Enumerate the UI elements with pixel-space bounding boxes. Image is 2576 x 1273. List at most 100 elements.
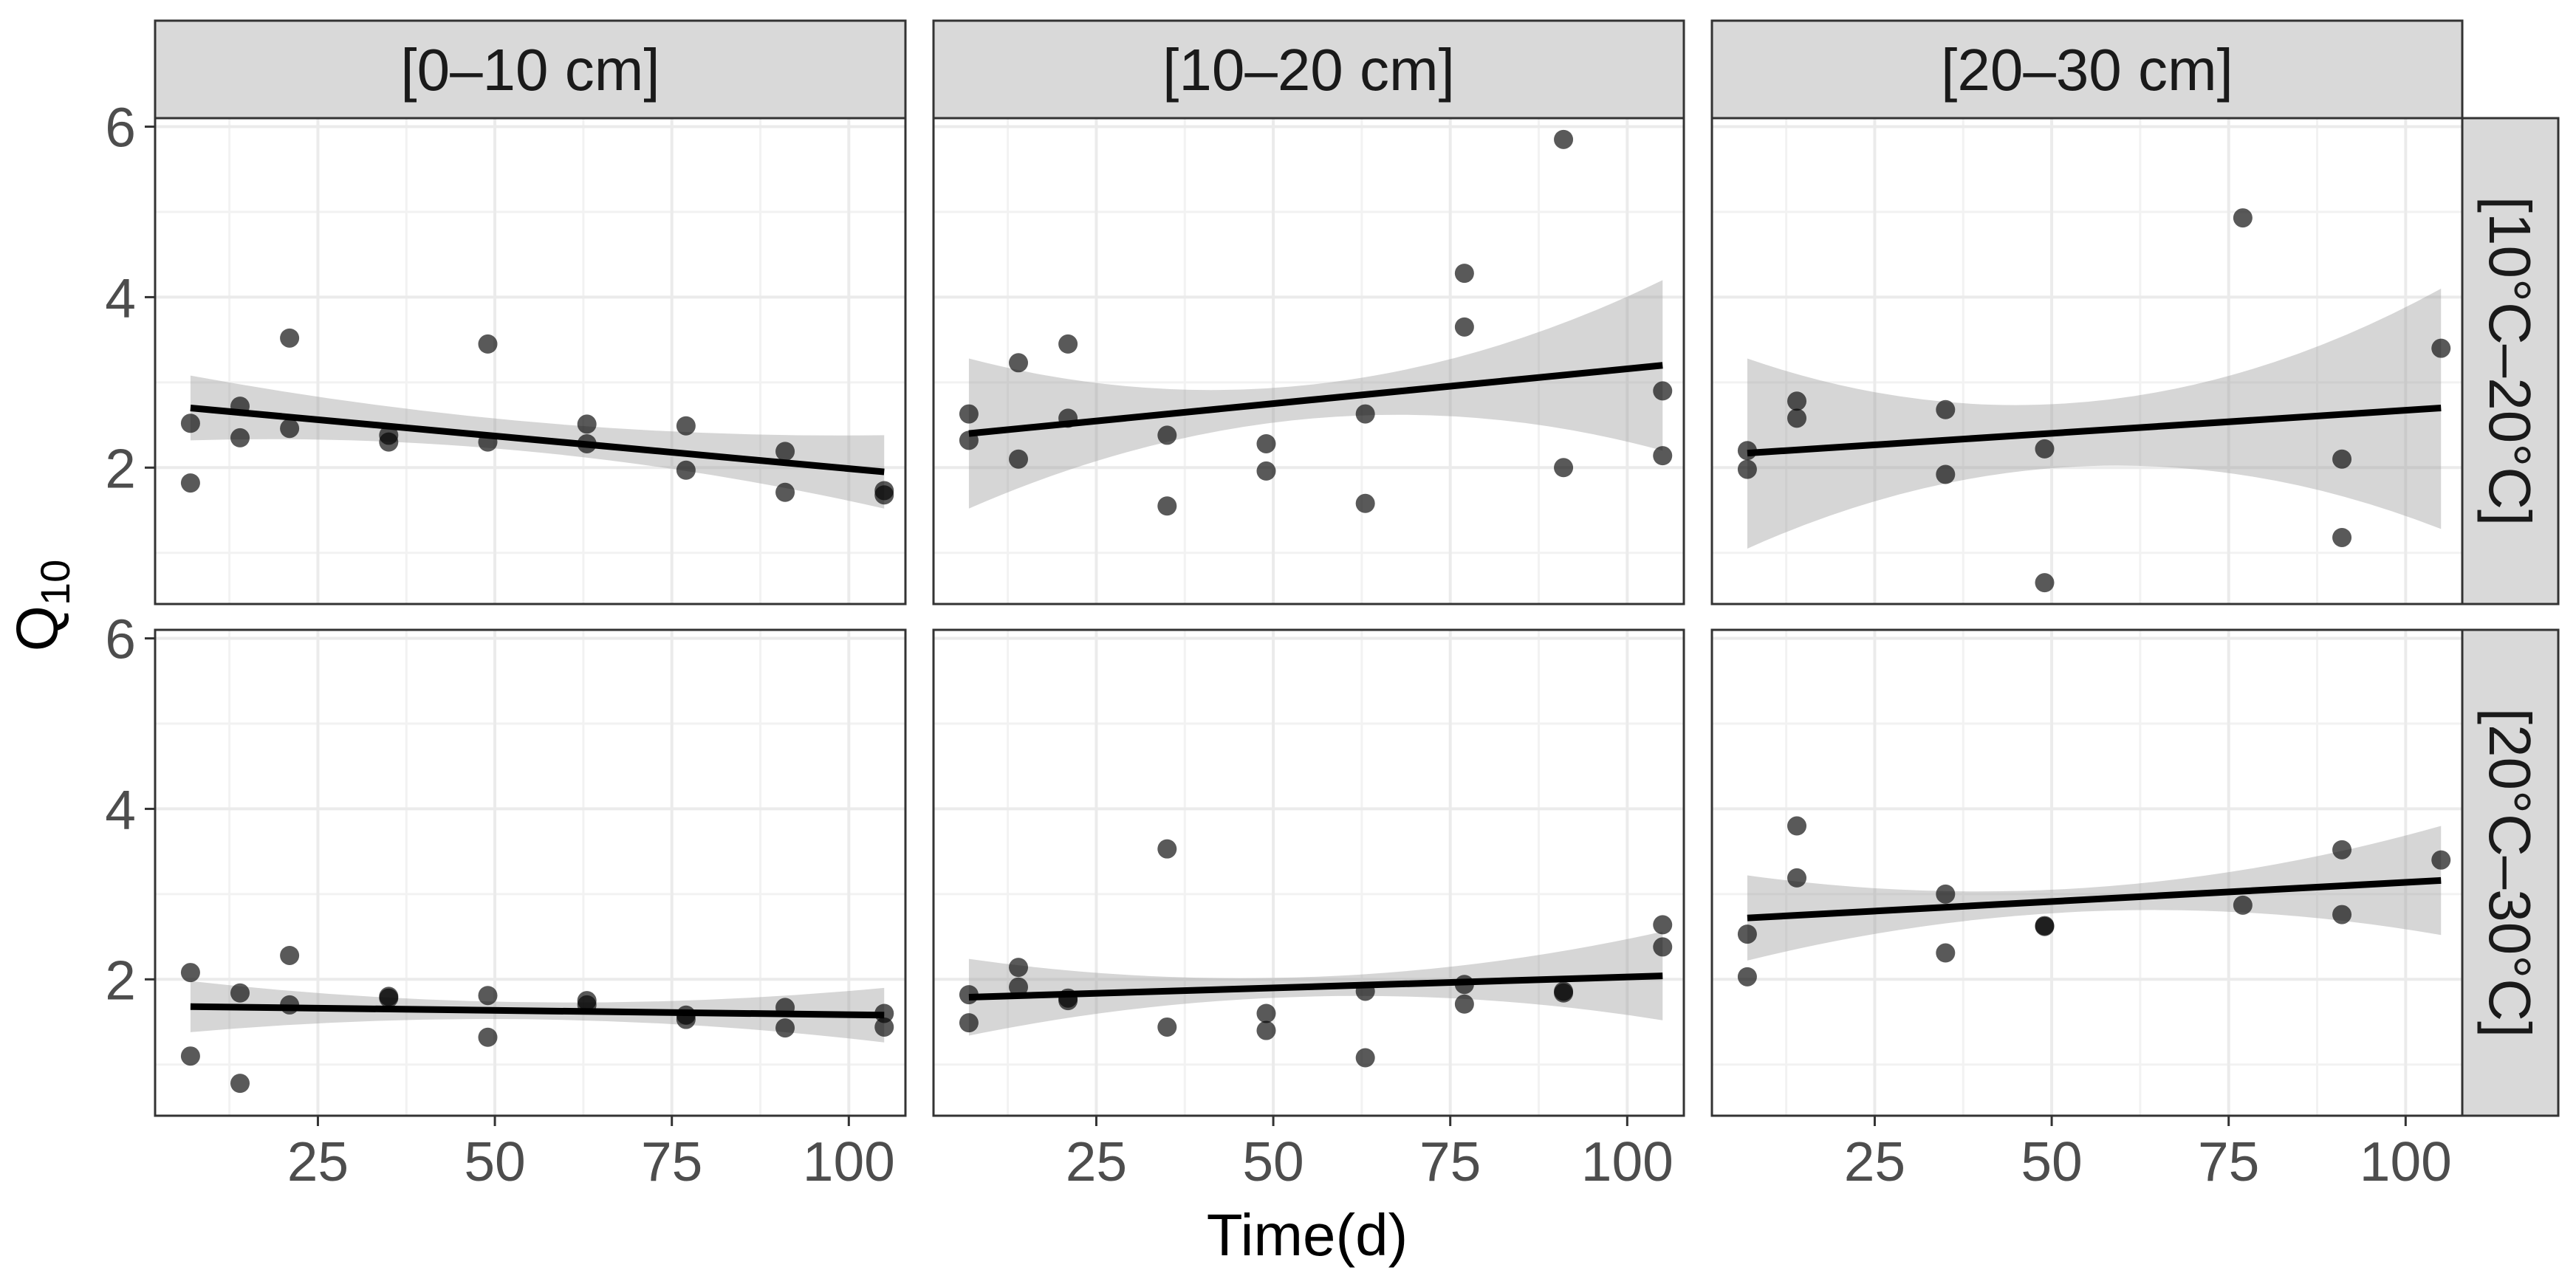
data-point	[379, 432, 399, 452]
data-point	[1157, 425, 1177, 445]
x-tick-label: 50	[464, 1130, 525, 1193]
x-tick-label: 75	[641, 1130, 702, 1193]
data-point	[1454, 264, 1474, 284]
data-point	[1454, 994, 1474, 1014]
data-point	[1009, 353, 1029, 373]
data-point	[1256, 433, 1276, 453]
data-point	[1737, 459, 1757, 479]
y-axis-title-base: Q	[4, 605, 70, 651]
data-point	[959, 985, 979, 1005]
data-point	[478, 432, 498, 452]
y-tick-label: 4	[105, 778, 136, 840]
data-point	[1009, 958, 1029, 978]
data-point	[2332, 840, 2352, 859]
data-point	[1936, 464, 1956, 484]
y-axis-title: Q10	[4, 560, 78, 652]
data-point	[1058, 991, 1078, 1011]
data-point	[874, 1003, 894, 1023]
y-tick-label: 4	[105, 267, 136, 329]
data-point	[280, 328, 300, 348]
column-strip	[154, 19, 907, 120]
data-point	[180, 1046, 200, 1066]
data-point	[775, 442, 795, 461]
data-point	[1653, 446, 1673, 466]
data-point	[1355, 1048, 1375, 1068]
x-tick-label: 100	[803, 1130, 895, 1193]
data-point	[230, 1074, 250, 1094]
data-point	[1653, 937, 1673, 957]
data-point	[1653, 381, 1673, 401]
data-point	[676, 416, 696, 436]
point-layer	[180, 129, 2451, 1094]
data-point	[1653, 915, 1673, 935]
x-tick-label: 25	[287, 1130, 349, 1193]
data-point	[577, 433, 597, 453]
data-point	[676, 1009, 696, 1029]
fit-line	[1747, 405, 2442, 457]
row-strip	[2461, 628, 2560, 1117]
column-strip-label: [10–20 cm]	[1162, 37, 1455, 103]
axis-layer: 2 4 6 2 4 6 25 50 75 100 25 50 75 100 25 50 75 100	[105, 97, 2452, 1193]
panel-frame	[154, 628, 907, 1117]
data-point	[2431, 338, 2451, 358]
data-point	[280, 945, 300, 965]
x-tick-label: 50	[1242, 1130, 1304, 1193]
data-point	[478, 1027, 498, 1047]
data-point	[2035, 573, 2055, 593]
confidence-band	[1747, 826, 2442, 961]
panel-frame	[932, 628, 1685, 1117]
data-point	[379, 988, 399, 1008]
data-point	[1355, 981, 1375, 1001]
y-tick-label: 2	[105, 949, 136, 1011]
x-tick-label: 75	[1419, 1130, 1481, 1193]
strip-layer: [0–10 cm] [10–20 cm] [20–30 cm] [10°C–20°C]…	[154, 19, 2560, 1117]
data-point	[959, 404, 979, 424]
data-point	[1787, 408, 1807, 428]
row-strip-label: [10°C–20°C]	[2477, 196, 2543, 526]
row-strip-label: [20°C–30°C]	[2477, 708, 2543, 1037]
data-point	[2332, 527, 2352, 547]
data-point	[1787, 816, 1807, 836]
data-point	[1737, 967, 1757, 987]
data-point	[478, 986, 498, 1006]
data-point	[280, 995, 300, 1015]
data-point	[874, 485, 894, 505]
data-point	[1256, 1003, 1276, 1023]
data-point	[775, 482, 795, 502]
data-point	[577, 414, 597, 434]
confidence-band	[1747, 288, 2442, 549]
data-point	[1787, 391, 1807, 411]
x-tick-label: 50	[2021, 1130, 2082, 1193]
confidence-band	[968, 280, 1663, 509]
row-strip	[2461, 117, 2560, 605]
data-point	[180, 963, 200, 983]
data-point	[959, 430, 979, 450]
data-point	[1058, 408, 1078, 428]
x-tick-label: 100	[2360, 1130, 2452, 1193]
x-tick-label: 75	[2198, 1130, 2259, 1193]
data-point	[230, 983, 250, 1003]
data-point	[1454, 317, 1474, 337]
data-point	[874, 1017, 894, 1037]
data-point	[1936, 943, 1956, 963]
fit-line	[968, 362, 1663, 437]
y-tick-label: 6	[105, 608, 136, 670]
data-point	[1554, 983, 1574, 1003]
data-point	[478, 334, 498, 354]
fit-line	[968, 972, 1663, 1001]
data-point	[2035, 916, 2055, 936]
data-point	[1157, 1017, 1177, 1037]
data-point	[1936, 884, 1956, 904]
x-axis-title: Time(d)	[1207, 1202, 1408, 1268]
data-point	[1355, 404, 1375, 424]
data-point	[1009, 977, 1029, 997]
fit-line	[1747, 876, 2442, 922]
data-point	[230, 397, 250, 416]
data-point	[775, 998, 795, 1018]
data-point	[1787, 868, 1807, 888]
data-point	[775, 1018, 795, 1038]
column-strip	[932, 19, 1685, 120]
data-point	[2035, 439, 2055, 459]
